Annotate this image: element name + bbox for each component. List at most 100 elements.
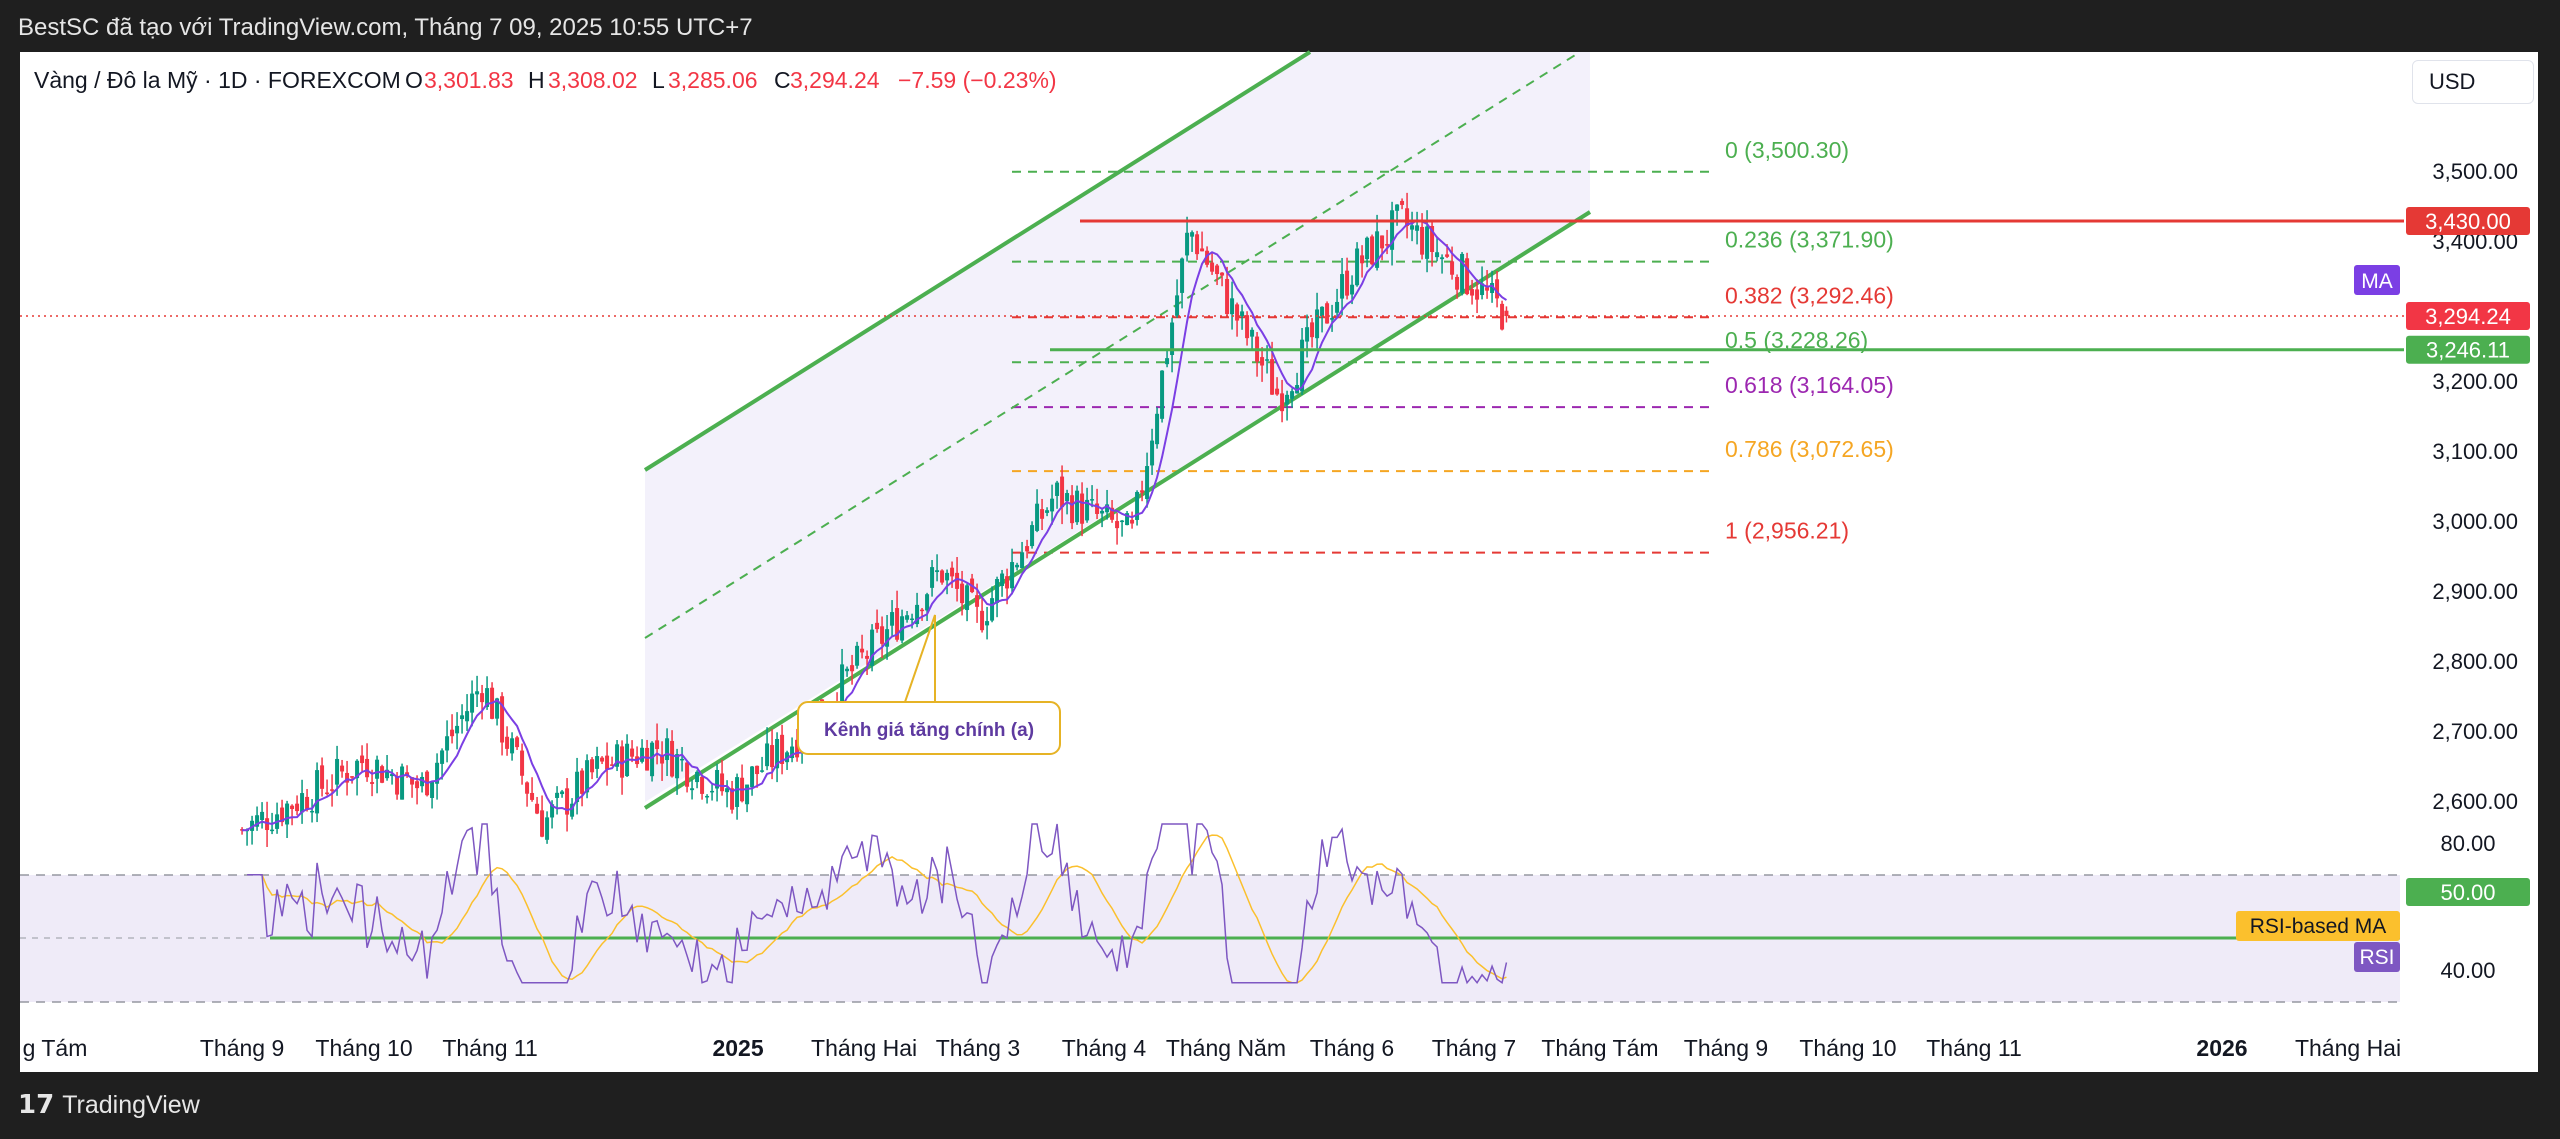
candle[interactable]	[1310, 317, 1315, 348]
candle[interactable]	[520, 743, 525, 785]
rsi-line[interactable]	[247, 823, 1508, 985]
candle[interactable]	[1100, 509, 1105, 528]
candle[interactable]	[1180, 257, 1185, 309]
candle[interactable]	[1155, 407, 1160, 449]
candle[interactable]	[325, 779, 330, 796]
candle[interactable]	[1460, 252, 1465, 296]
candle[interactable]	[1470, 279, 1475, 305]
candle[interactable]	[1435, 236, 1440, 262]
candle[interactable]	[890, 600, 895, 637]
candle[interactable]	[1385, 229, 1390, 255]
candle[interactable]	[755, 765, 760, 788]
candle[interactable]	[545, 811, 550, 844]
candle[interactable]	[295, 795, 300, 816]
channel-mid-line[interactable]	[644, 51, 1581, 639]
candle[interactable]	[930, 560, 935, 597]
candle[interactable]	[1220, 272, 1225, 287]
candle[interactable]	[1465, 252, 1470, 296]
candle[interactable]	[630, 740, 635, 763]
candle[interactable]	[1165, 350, 1170, 368]
candle[interactable]	[905, 610, 910, 623]
candle[interactable]	[465, 694, 470, 731]
candle[interactable]	[1285, 390, 1290, 421]
candle[interactable]	[965, 583, 970, 622]
candle[interactable]	[540, 795, 545, 838]
candle[interactable]	[560, 789, 565, 798]
candle[interactable]	[995, 576, 1000, 618]
candle[interactable]	[605, 742, 610, 786]
candle[interactable]	[1070, 485, 1075, 530]
candle[interactable]	[1055, 480, 1060, 509]
candle[interactable]	[950, 561, 955, 588]
candle[interactable]	[475, 675, 480, 708]
candle[interactable]	[875, 609, 880, 633]
candle[interactable]	[615, 739, 620, 772]
candle[interactable]	[1485, 270, 1490, 299]
candle[interactable]	[860, 634, 865, 659]
candle[interactable]	[1175, 279, 1180, 318]
candle[interactable]	[400, 763, 405, 800]
candle[interactable]	[1315, 292, 1320, 349]
candle[interactable]	[320, 757, 325, 797]
candle[interactable]	[665, 728, 670, 777]
candle[interactable]	[775, 732, 780, 783]
candle[interactable]	[695, 770, 700, 789]
candle[interactable]	[565, 778, 570, 832]
currency-button[interactable]: USD	[2412, 60, 2534, 104]
candle[interactable]	[440, 748, 445, 780]
candle[interactable]	[280, 799, 285, 827]
candle[interactable]	[1355, 242, 1360, 287]
candle[interactable]	[255, 806, 260, 831]
candle[interactable]	[285, 800, 290, 838]
candle[interactable]	[625, 734, 630, 777]
candle[interactable]	[495, 697, 500, 726]
candle[interactable]	[515, 735, 520, 750]
candle[interactable]	[730, 780, 735, 814]
candle[interactable]	[1260, 347, 1265, 382]
candle[interactable]	[600, 756, 605, 765]
channel-callout-box[interactable]	[797, 701, 1061, 755]
candle[interactable]	[845, 666, 850, 677]
candle[interactable]	[1130, 511, 1135, 529]
candle[interactable]	[310, 799, 315, 823]
candle[interactable]	[380, 764, 385, 784]
candle[interactable]	[505, 726, 510, 756]
candle[interactable]	[390, 769, 395, 785]
candle[interactable]	[1245, 311, 1250, 346]
candle[interactable]	[915, 592, 920, 628]
candle[interactable]	[985, 606, 990, 640]
candle[interactable]	[1145, 452, 1150, 508]
candle[interactable]	[785, 750, 790, 770]
candle[interactable]	[1150, 428, 1155, 475]
candle[interactable]	[765, 727, 770, 771]
candle[interactable]	[1230, 281, 1235, 330]
candle[interactable]	[590, 757, 595, 780]
candle[interactable]	[305, 789, 310, 812]
candle[interactable]	[530, 777, 535, 802]
candle[interactable]	[925, 592, 930, 622]
candle[interactable]	[1110, 500, 1115, 523]
candle[interactable]	[1275, 377, 1280, 396]
candle[interactable]	[960, 570, 965, 616]
channel-upper-line[interactable]	[643, 50, 1312, 472]
candle[interactable]	[580, 768, 585, 807]
candle[interactable]	[360, 745, 365, 772]
candle[interactable]	[420, 772, 425, 793]
candle[interactable]	[1030, 521, 1035, 549]
candle[interactable]	[1085, 487, 1090, 523]
candle[interactable]	[1200, 231, 1205, 252]
candle[interactable]	[435, 753, 440, 800]
candle[interactable]	[1365, 236, 1370, 268]
candle[interactable]	[1455, 274, 1460, 299]
candle[interactable]	[1475, 279, 1480, 314]
candle[interactable]	[1160, 370, 1165, 423]
candle[interactable]	[430, 781, 435, 809]
candle[interactable]	[935, 554, 940, 582]
candle[interactable]	[1080, 482, 1085, 537]
candle[interactable]	[575, 757, 580, 815]
candle[interactable]	[720, 759, 725, 796]
candle[interactable]	[375, 755, 380, 794]
candle[interactable]	[535, 796, 540, 815]
candle[interactable]	[1095, 488, 1100, 520]
